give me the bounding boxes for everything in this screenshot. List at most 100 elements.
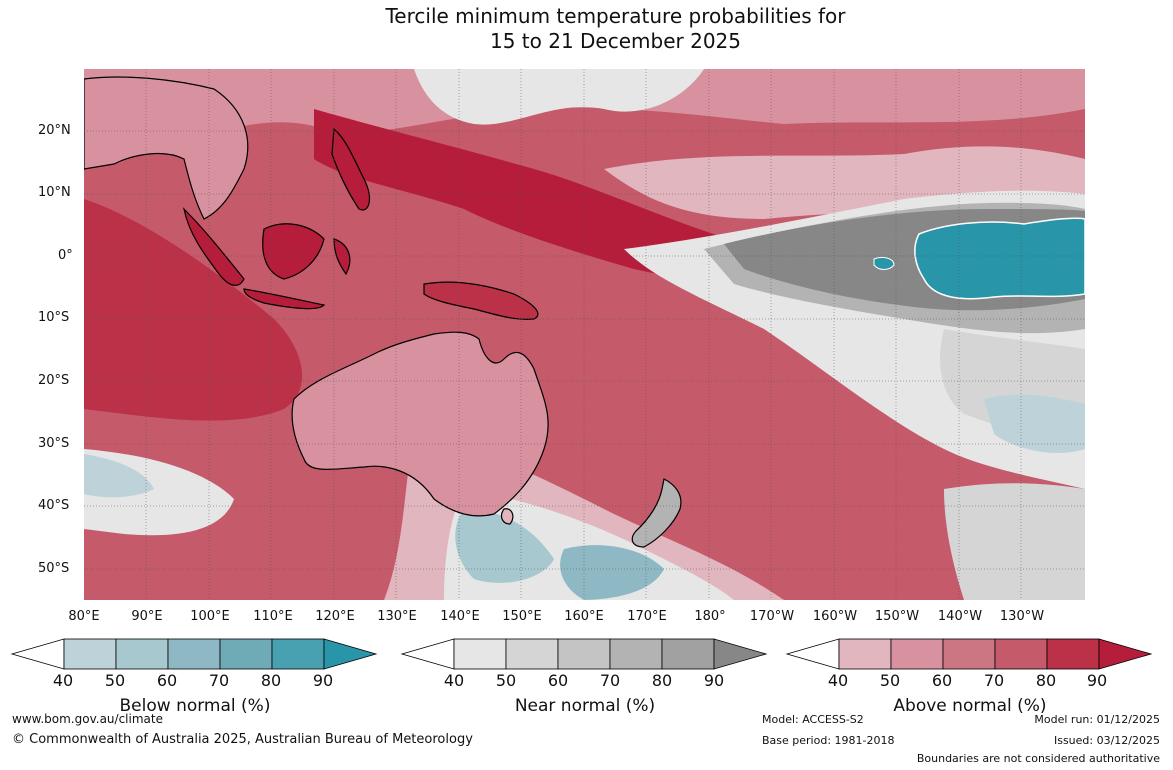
colorbar-high-extend <box>323 638 378 670</box>
southeast-grey <box>944 483 1085 600</box>
near-normal-colorbar <box>400 638 768 670</box>
near-tick-70: 70 <box>599 671 621 690</box>
above-tick-40: 40 <box>827 671 849 690</box>
colorbar-segment <box>167 638 221 670</box>
bom-url: www.bom.gov.au/climate <box>12 712 163 726</box>
below-normal-small <box>873 256 895 270</box>
tasmania-outline <box>500 508 514 525</box>
southwest-below <box>84 454 154 498</box>
lat-label-20n: 20°N <box>38 123 71 138</box>
colorbar-segment <box>609 638 663 670</box>
lat-label-10s: 10°S <box>38 310 70 325</box>
north-grey-region <box>414 69 704 125</box>
sumatra-outline <box>183 207 245 286</box>
lon-label-90e: 90°E <box>131 609 163 624</box>
lon-label-130w: 130°W <box>999 609 1045 624</box>
colorbar-segment <box>63 638 117 670</box>
below-normal-core <box>914 217 1085 300</box>
colorbar-segment <box>942 638 996 670</box>
below-tick-50: 50 <box>104 671 126 690</box>
borneo-outline <box>262 223 325 280</box>
lat-label-50s: 50°S <box>38 561 70 576</box>
lon-label-180: 180° <box>694 609 726 624</box>
colorbar-segment <box>994 638 1048 670</box>
lon-label-170w: 170°W <box>749 609 795 624</box>
above-tick-60: 60 <box>931 671 953 690</box>
colorbar-low-extend <box>400 638 455 670</box>
above-tick-80: 80 <box>1035 671 1057 690</box>
near-tick-40: 40 <box>443 671 465 690</box>
colorbar-high-extend <box>713 638 768 670</box>
above-tick-70: 70 <box>983 671 1005 690</box>
colorbar-segment <box>557 638 611 670</box>
lon-label-80e: 80°E <box>68 609 100 624</box>
tasman-below <box>455 509 554 583</box>
colorbar-segment <box>505 638 559 670</box>
new-zealand-outline <box>631 478 682 548</box>
near-tick-80: 80 <box>651 671 673 690</box>
chart-title: Tercile minimum temperature probabilitie… <box>0 4 1173 54</box>
graticule <box>84 69 1085 600</box>
near-tick-90: 90 <box>703 671 725 690</box>
south-pacific-below <box>984 394 1085 454</box>
below-tick-80: 80 <box>260 671 282 690</box>
colorbar-segment <box>661 638 715 670</box>
colorbar-low-extend <box>785 638 840 670</box>
below-tick-90: 90 <box>312 671 334 690</box>
north-light-region <box>84 69 1085 159</box>
near-tick-50: 50 <box>495 671 517 690</box>
below-normal-title: Below normal (%) <box>119 696 271 716</box>
below-tick-40: 40 <box>52 671 74 690</box>
colorbar-high-extend <box>1098 638 1153 670</box>
below-normal-colorbar <box>10 638 378 670</box>
near-normal-title: Near normal (%) <box>514 696 656 716</box>
lon-label-120e: 120°E <box>315 609 355 624</box>
philippines-outline <box>331 127 371 211</box>
model-run: Model run: 01/12/2025 <box>1034 713 1160 726</box>
probability-map <box>84 69 1085 600</box>
above-tick-90: 90 <box>1086 671 1108 690</box>
above-normal-colorbar <box>785 638 1153 670</box>
copyright: © Commonwealth of Australia 2025, Austra… <box>12 732 473 747</box>
lon-label-150e: 150°E <box>502 609 542 624</box>
sulawesi-outline <box>333 238 351 276</box>
base-period: Base period: 1981-2018 <box>762 734 895 747</box>
lat-label-30s: 30°S <box>38 436 70 451</box>
lon-label-170e: 170°E <box>627 609 667 624</box>
indian-ocean-high <box>84 199 303 421</box>
lon-label-140w: 140°W <box>937 609 983 624</box>
colorbar-segment <box>271 638 325 670</box>
lon-label-160e: 160°E <box>564 609 604 624</box>
lon-label-100e: 100°E <box>190 609 230 624</box>
lat-label-20s: 20°S <box>38 373 70 388</box>
colorbar-segment <box>115 638 169 670</box>
java-outline <box>243 288 326 310</box>
below-tick-70: 70 <box>208 671 230 690</box>
lat-label-0: 0° <box>58 248 73 263</box>
title-line-2: 15 to 21 December 2025 <box>489 29 741 53</box>
near-tick-60: 60 <box>547 671 569 690</box>
colorbar-segment <box>219 638 273 670</box>
title-line-1: Tercile minimum temperature probabilitie… <box>385 4 846 28</box>
lon-label-130e: 130°E <box>377 609 417 624</box>
above-normal-title: Above normal (%) <box>893 696 1047 716</box>
colorbar-low-extend <box>10 638 65 670</box>
below-tick-60: 60 <box>156 671 178 690</box>
lon-label-160w: 160°W <box>812 609 858 624</box>
colorbar-segment <box>1046 638 1100 670</box>
lat-label-10n: 10°N <box>38 185 71 200</box>
lon-label-150w: 150°W <box>874 609 920 624</box>
colorbar-segment <box>453 638 507 670</box>
disclaimer: Boundaries are not considered authoritat… <box>916 752 1160 765</box>
southern-ocean-below <box>560 545 664 600</box>
lat-label-40s: 40°S <box>38 498 70 513</box>
australia-outline <box>291 331 549 517</box>
colorbar-segment <box>890 638 944 670</box>
colorbar-segment <box>838 638 892 670</box>
above-tick-50: 50 <box>879 671 901 690</box>
se-asia-outline <box>84 76 249 220</box>
issued-date: Issued: 03/12/2025 <box>1053 734 1160 747</box>
lon-label-140e: 140°E <box>440 609 480 624</box>
model-label: Model: ACCESS-S2 <box>762 713 864 726</box>
lon-label-110e: 110°E <box>253 609 293 624</box>
